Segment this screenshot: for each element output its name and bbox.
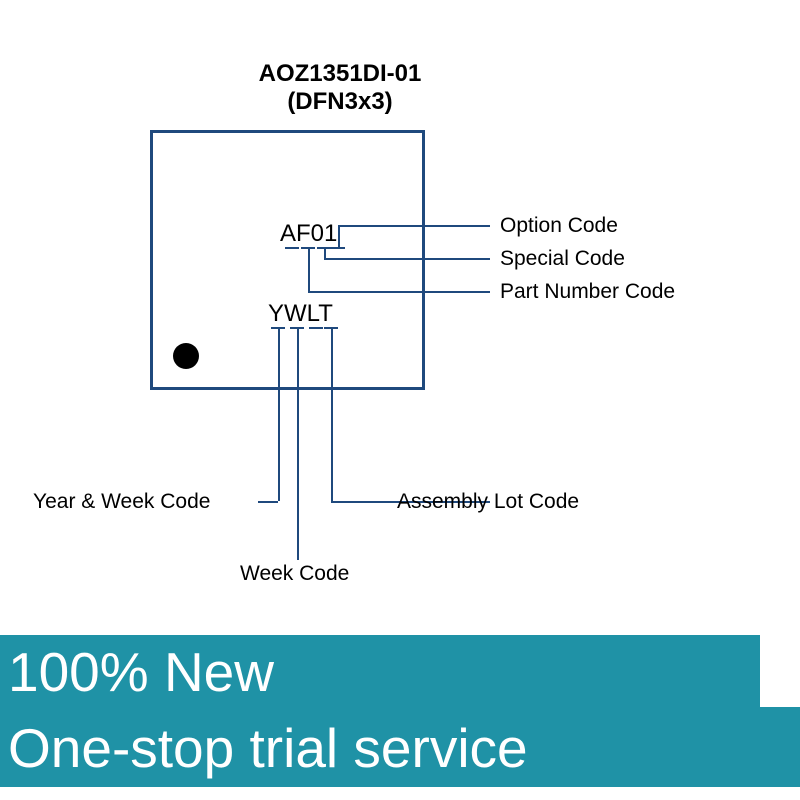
marking-line-2: YWLT — [268, 300, 333, 328]
promo-banner-text: One-stop trial service — [8, 716, 528, 780]
callout-label: Part Number Code — [500, 280, 675, 304]
callout-label: Year & Week Code — [33, 490, 210, 514]
diagram-root: { "colors": { "line": "#1f497d", "text":… — [0, 0, 800, 800]
callout-label: Assembly Lot Code — [397, 490, 579, 514]
pin1-dot — [173, 343, 199, 369]
promo-banner-text: 100% New — [8, 640, 274, 704]
part-number-line1: AOZ1351DI-01 — [230, 60, 450, 88]
marking-line-1: AF01 — [280, 220, 337, 248]
part-number-line2: (DFN3x3) — [230, 88, 450, 116]
callout-label: Special Code — [500, 247, 625, 271]
callout-label: Week Code — [240, 562, 349, 586]
callout-label: Option Code — [500, 214, 618, 238]
